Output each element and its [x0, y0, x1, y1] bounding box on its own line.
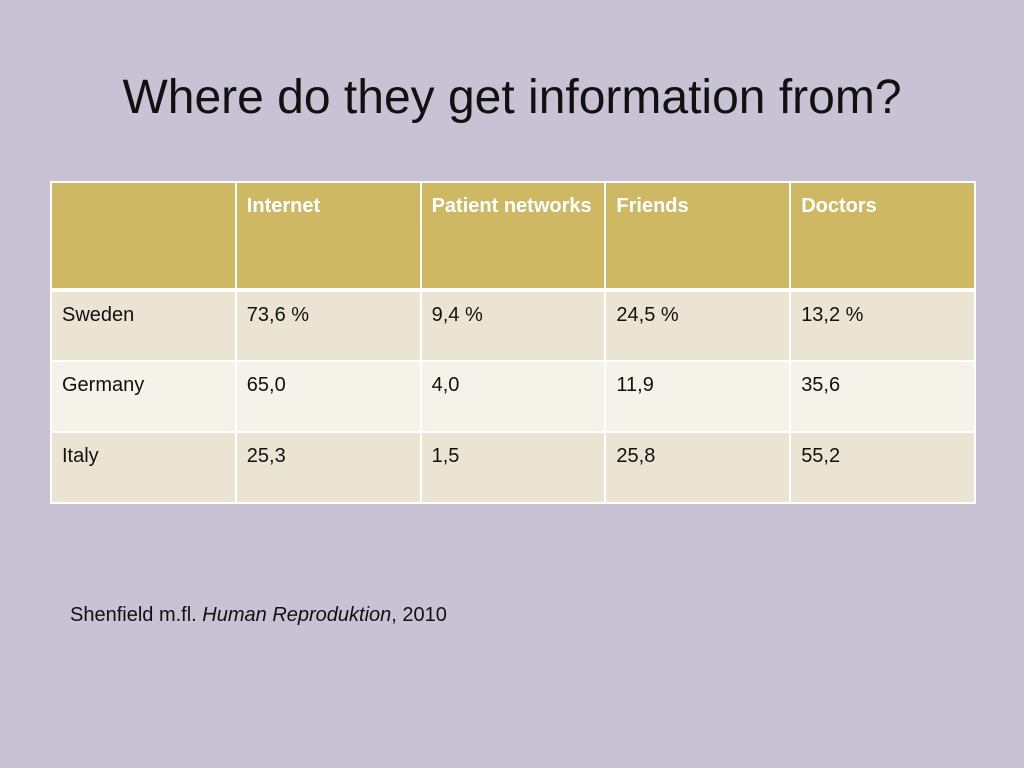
source-citation: Shenfield m.fl. Human Reproduktion, 2010 — [70, 600, 447, 630]
citation-journal: Human Reproduktion — [202, 604, 392, 626]
table-cell: 9,4 % — [419, 289, 607, 362]
header-cell-friends: Friends — [604, 181, 792, 292]
table-header-row: Internet Patient networks Friends Doctor… — [50, 181, 976, 292]
table-cell: 24,5 % — [604, 289, 792, 362]
table-row: Italy 25,3 1,5 25,8 55,2 — [50, 431, 976, 504]
table-cell: 1,5 — [419, 431, 607, 504]
table-cell: 25,8 — [604, 431, 792, 504]
header-cell-empty — [50, 181, 237, 292]
table-cell: 4,0 — [419, 360, 607, 433]
header-cell-patient-networks: Patient networks — [419, 181, 607, 292]
table-cell: 65,0 — [234, 360, 422, 433]
row-label-sweden: Sweden — [50, 289, 237, 362]
citation-year: , 2010 — [391, 604, 447, 626]
table-row: Germany 65,0 4,0 11,9 35,6 — [50, 360, 976, 433]
header-cell-internet: Internet — [234, 181, 422, 292]
row-label-germany: Germany — [50, 360, 237, 433]
table-cell: 25,3 — [234, 431, 422, 504]
table-cell: 73,6 % — [234, 289, 422, 362]
slide-title: Where do they get information from? — [122, 71, 902, 124]
table-cell: 35,6 — [789, 360, 976, 433]
row-label-italy: Italy — [50, 431, 237, 504]
table-cell: 55,2 — [789, 431, 976, 504]
table-cell: 11,9 — [604, 360, 792, 433]
citation-authors: Shenfield m.fl. — [70, 604, 197, 626]
table-row: Sweden 73,6 % 9,4 % 24,5 % 13,2 % — [50, 289, 976, 362]
information-sources-table: Internet Patient networks Friends Doctor… — [50, 181, 976, 504]
header-cell-doctors: Doctors — [789, 181, 976, 292]
table-cell: 13,2 % — [789, 289, 976, 362]
